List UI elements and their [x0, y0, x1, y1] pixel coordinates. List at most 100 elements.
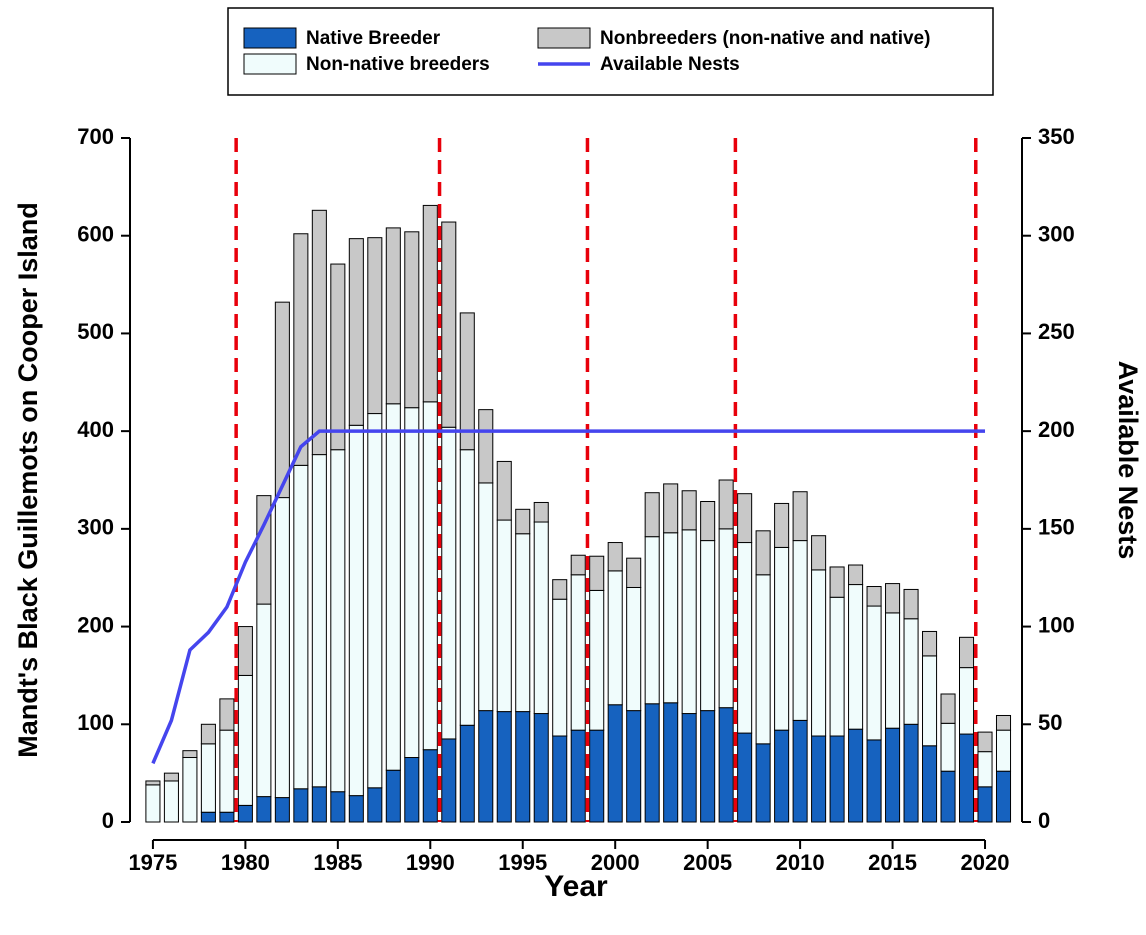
bar-segment — [237, 674, 253, 806]
bar-segment — [515, 508, 531, 535]
bar-segment — [570, 729, 586, 823]
bar-segment — [681, 490, 697, 531]
legend-swatch — [243, 27, 297, 49]
bar-segment — [293, 233, 309, 466]
bar-segment — [589, 729, 605, 823]
bar-segment — [848, 728, 864, 823]
y2-tick-label: 0 — [1038, 808, 1050, 833]
bar-segment — [922, 745, 938, 823]
bar-segment — [478, 710, 494, 823]
bar-segment — [866, 739, 882, 823]
bar-segment — [163, 780, 179, 823]
bar-segment — [995, 729, 1012, 772]
bar-segment — [607, 542, 623, 572]
bar-segment — [866, 605, 882, 741]
bar-segment — [496, 460, 512, 521]
bar-segment — [385, 227, 401, 405]
bar-segment — [995, 770, 1012, 823]
bar-segment — [552, 579, 568, 600]
y-axis-title: Mandt's Black Guillemots on Cooper Islan… — [13, 202, 43, 758]
y-tick-label: 700 — [77, 124, 114, 149]
x-tick-label: 2000 — [591, 850, 640, 875]
y-tick-label: 100 — [77, 710, 114, 735]
bar-segment — [237, 804, 253, 823]
y2-tick-label: 100 — [1038, 612, 1075, 637]
y2-tick-label: 50 — [1038, 710, 1062, 735]
bar-segment — [330, 263, 346, 451]
bar-segment — [330, 791, 346, 823]
bar-segment — [552, 598, 568, 737]
bar-segment — [182, 757, 198, 823]
bar-segment — [441, 221, 457, 428]
bar-segment — [885, 727, 901, 823]
bar-segment — [496, 519, 512, 713]
bar-segment — [885, 612, 901, 729]
bar-segment — [422, 401, 438, 751]
y-tick-label: 500 — [77, 319, 114, 344]
bar-segment — [792, 540, 808, 721]
bar-segment — [478, 409, 494, 484]
bar-segment — [589, 555, 605, 591]
legend-box — [227, 7, 994, 96]
bar-segment — [182, 750, 198, 759]
bar-segment — [274, 497, 290, 799]
y2-tick-label: 150 — [1038, 515, 1075, 540]
bar-segment — [163, 772, 179, 782]
bar-segment — [293, 788, 309, 823]
bar-segment — [792, 491, 808, 542]
bar-segment — [811, 735, 827, 823]
bar-segment — [348, 238, 364, 426]
bar-segment — [256, 796, 272, 823]
bar-segment — [385, 403, 401, 771]
bar-segment — [330, 449, 346, 793]
bar-segment — [811, 569, 827, 737]
bar-segment — [644, 492, 660, 538]
bar-segment — [940, 722, 956, 772]
bar-segment — [515, 711, 531, 823]
bar-segment — [626, 586, 642, 712]
bar-segment — [311, 786, 327, 823]
bar-segment — [644, 703, 660, 823]
x-tick-label: 1995 — [498, 850, 547, 875]
bar-segment — [311, 209, 327, 456]
bar-segment — [663, 532, 679, 704]
bar-segment — [644, 536, 660, 705]
bar-segment — [626, 710, 642, 823]
bar-segment — [700, 540, 716, 712]
bar-segment — [274, 301, 290, 499]
bar-segment — [219, 811, 235, 823]
bar-segment — [385, 769, 401, 823]
bar-segment — [885, 583, 901, 614]
bar-segment — [441, 426, 457, 740]
bar-segment — [959, 733, 975, 823]
bar-segment — [219, 729, 235, 813]
bar-segment — [829, 566, 845, 598]
bar-segment — [200, 723, 216, 745]
bar-segment — [829, 735, 845, 823]
y-tick-label: 400 — [77, 417, 114, 442]
bar-segment — [441, 738, 457, 823]
bar-segment — [718, 707, 734, 823]
y2-tick-label: 300 — [1038, 222, 1075, 247]
x-tick-label: 2020 — [961, 850, 1010, 875]
legend-label: Native Breeder — [306, 28, 441, 49]
bar-segment — [478, 482, 494, 712]
bar-segment — [367, 787, 383, 823]
bar-segment — [459, 724, 475, 823]
bar-segment — [848, 584, 864, 730]
bar-segment — [995, 714, 1012, 731]
bar-segment — [200, 743, 216, 813]
bar-segment — [959, 667, 975, 735]
bar-segment — [940, 770, 956, 823]
y2-axis-title: Available Nests — [1113, 361, 1143, 560]
bar-segment — [422, 204, 438, 403]
bar-segment — [607, 570, 623, 706]
bar-segment — [737, 542, 753, 734]
bar-segment — [903, 588, 919, 620]
bar-segment — [256, 495, 272, 605]
bar-segment — [700, 710, 716, 823]
x-tick-label: 2005 — [683, 850, 732, 875]
bar-segment — [145, 780, 161, 786]
bar-segment — [977, 786, 993, 823]
